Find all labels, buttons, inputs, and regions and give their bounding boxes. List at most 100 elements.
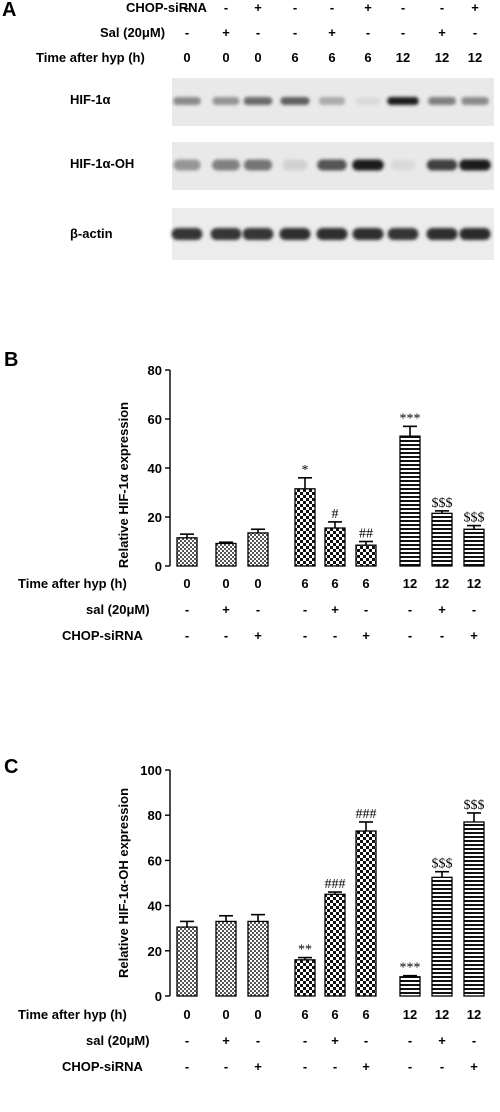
blot-band [279, 228, 311, 240]
blot-band [173, 97, 201, 105]
panel-b-label: B [4, 349, 18, 371]
significance-label: *** [400, 411, 421, 426]
condition-value: - [185, 628, 189, 643]
condition-value: - [224, 1059, 228, 1074]
panel-a-western-blot: A CHOP-siRNA- - + - - + - - +Sal (20μM) - + - - + - - + -… [2, 0, 494, 260]
y-tick-label: 0 [155, 989, 162, 1004]
condition-value: 6 [331, 1007, 338, 1022]
blot-beta-actin: β-actin [70, 208, 494, 260]
blot-header-value: - [185, 0, 189, 15]
blot-header-value: - [401, 25, 405, 40]
condition-value: - [303, 602, 307, 617]
condition-value: + [470, 1059, 478, 1074]
significance-label: $$$ [464, 798, 485, 813]
condition-value: 6 [331, 576, 338, 591]
condition-value: - [303, 1059, 307, 1074]
bar [215, 920, 237, 997]
condition-row-label: sal (20μM) [86, 602, 150, 617]
bar [215, 542, 237, 567]
condition-value: 0 [222, 1007, 229, 1022]
significance-label: * [302, 463, 309, 478]
blot-band [352, 159, 384, 171]
blot-header-label: Sal (20μM) [100, 25, 165, 40]
blot-band [212, 97, 240, 105]
y-tick-label: 20 [148, 944, 162, 959]
panel-c-label: C [4, 756, 18, 778]
blot-header-value: 0 [254, 50, 261, 65]
y-tick-label: 60 [148, 412, 162, 427]
bar [324, 527, 346, 567]
condition-value: 12 [467, 576, 481, 591]
condition-value: 12 [403, 576, 417, 591]
blot-band [318, 97, 346, 105]
bar [176, 537, 198, 567]
condition-value: 0 [183, 1007, 190, 1022]
condition-value: - [440, 1059, 444, 1074]
condition-value: 12 [403, 1007, 417, 1022]
y-tick-label: 0 [155, 559, 162, 574]
blot-band [171, 228, 203, 240]
blot-header-value: 12 [396, 50, 410, 65]
blot-band [212, 159, 240, 171]
condition-value: + [470, 628, 478, 643]
significance-label: ### [325, 877, 346, 892]
condition-value: 0 [183, 576, 190, 591]
blot-band [282, 159, 308, 171]
condition-value: - [408, 1033, 412, 1048]
blot-beta-actin-bands [171, 228, 491, 240]
condition-value: - [472, 1033, 476, 1048]
significance-label: $$$ [432, 857, 453, 872]
blot-band [352, 228, 384, 240]
blot-header-value: 6 [364, 50, 371, 65]
y-tick-label: 100 [140, 763, 162, 778]
condition-value: - [364, 602, 368, 617]
condition-value: - [256, 602, 260, 617]
condition-value: 12 [467, 1007, 481, 1022]
condition-value: + [362, 628, 370, 643]
condition-value: - [333, 628, 337, 643]
significance-label: $$$ [432, 496, 453, 511]
blot-header-value: 12 [435, 50, 449, 65]
blot-band [242, 228, 274, 240]
condition-value: - [408, 1059, 412, 1074]
blot-header-value: 6 [328, 50, 335, 65]
y-tick-label: 40 [148, 899, 162, 914]
bar [294, 959, 316, 997]
bar [324, 893, 346, 997]
blot-hif1a-oh-label: HIF-1α-OH [70, 156, 134, 171]
bar [399, 435, 421, 567]
blot-band [428, 97, 456, 105]
significance-label: ** [298, 943, 312, 958]
blot-band [173, 159, 201, 171]
blot-header-value: - [473, 25, 477, 40]
condition-value: 0 [254, 576, 261, 591]
blot-header-value: - [366, 25, 370, 40]
blot-band [459, 228, 491, 240]
bar [176, 926, 198, 997]
condition-value: - [256, 1033, 260, 1048]
significance-label: ### [356, 807, 377, 822]
blot-header-value: + [364, 0, 372, 15]
condition-value: 0 [222, 576, 229, 591]
condition-value: + [438, 1033, 446, 1048]
blot-header-value: - [185, 25, 189, 40]
blot-hif1a-bands [173, 97, 489, 105]
blot-band [210, 228, 242, 240]
condition-value: - [185, 1059, 189, 1074]
condition-value: 12 [435, 576, 449, 591]
condition-value: + [362, 1059, 370, 1074]
blot-header-label: Time after hyp (h) [36, 50, 145, 65]
condition-value: - [333, 1059, 337, 1074]
panel-b-y-axis-title: Relative HIF-1α expression [116, 402, 131, 568]
blot-header-value: + [438, 25, 446, 40]
blot-beta-actin-label: β-actin [70, 226, 113, 241]
y-tick-label: 80 [148, 808, 162, 823]
blot-header: CHOP-siRNA- - + - - + - - +Sal (20μM) - + - - + - - + -Ti… [36, 0, 482, 65]
blot-header-value: + [222, 25, 230, 40]
condition-value: - [440, 628, 444, 643]
panel-c-y-axis-title: Relative HIF-1α-OH expression [116, 788, 131, 978]
condition-value: 6 [301, 1007, 308, 1022]
